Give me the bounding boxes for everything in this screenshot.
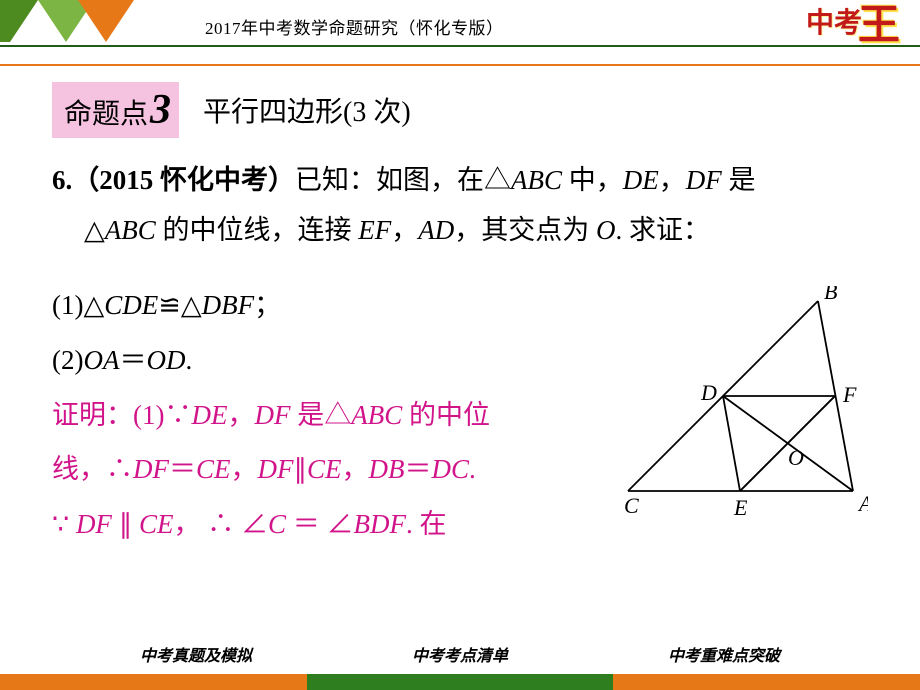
svg-text:D: D xyxy=(700,380,717,405)
topic-row: 命题点 3 平行四边形(3 次) xyxy=(52,82,872,138)
brand-text-left: 中考 xyxy=(806,1,862,41)
divider-orange xyxy=(0,64,920,66)
nav-link-2[interactable]: 中考考点清单 xyxy=(412,642,508,666)
topic-title: 平行四边形(3 次) xyxy=(203,90,411,130)
bottom-links: 中考真题及模拟 中考考点清单 中考重难点突破 xyxy=(0,642,920,666)
problem-number: 6. xyxy=(52,165,72,195)
subpart-1: (1)△CDE≌△DBF； xyxy=(52,278,612,333)
svg-text:E: E xyxy=(733,495,748,516)
topic-badge: 命题点 3 xyxy=(52,82,179,138)
svg-text:O: O xyxy=(788,445,804,470)
lower-block: (1)△CDE≌△DBF； (2)OA＝OD. 证明：(1)∵DE，DF 是△A… xyxy=(52,278,872,552)
brand-logo: 中考 王 xyxy=(806,0,900,42)
svg-text:C: C xyxy=(624,493,639,516)
lower-text: (1)△CDE≌△DBF； (2)OA＝OD. 证明：(1)∵DE，DF 是△A… xyxy=(52,278,612,552)
subpart-2: (2)OA＝OD. xyxy=(52,333,612,388)
page-subtitle: 2017年中考数学命题研究（怀化专版） xyxy=(205,14,504,39)
header-bar: 2017年中考数学命题研究（怀化专版） 中考 王 xyxy=(0,0,920,42)
nav-link-1[interactable]: 中考真题及模拟 xyxy=(140,642,252,666)
geometry-figure: B A C E D F O xyxy=(618,286,868,516)
content-area: 命题点 3 平行四边形(3 次) 6.（2015 怀化中考）已知：如图，在△AB… xyxy=(52,82,872,256)
problem-stem: 6.（2015 怀化中考）已知：如图，在△ABC 中，DE，DF 是 △ABC … xyxy=(52,156,872,256)
bottom-bar xyxy=(0,674,920,690)
brand-text-right: 王 xyxy=(858,0,900,52)
svg-text:B: B xyxy=(824,286,837,304)
svg-text:A: A xyxy=(857,491,868,516)
proof-line-2: 线，∴DF＝CE，DF∥CE，DB＝DC. xyxy=(52,442,612,497)
nav-link-3[interactable]: 中考重难点突破 xyxy=(668,642,780,666)
divider-green xyxy=(0,45,920,47)
topic-badge-text: 命题点 xyxy=(64,92,148,132)
svg-text:F: F xyxy=(842,382,857,407)
proof-line-1: 证明：(1)∵DE，DF 是△ABC 的中位 xyxy=(52,388,612,443)
topic-badge-number: 3 xyxy=(150,86,171,134)
header-decor-left xyxy=(0,0,195,42)
proof-line-3: ∵ DF ∥ CE， ∴ ∠C ＝ ∠BDF. 在 xyxy=(52,497,612,552)
problem-source: （2015 怀化中考） xyxy=(72,165,295,195)
